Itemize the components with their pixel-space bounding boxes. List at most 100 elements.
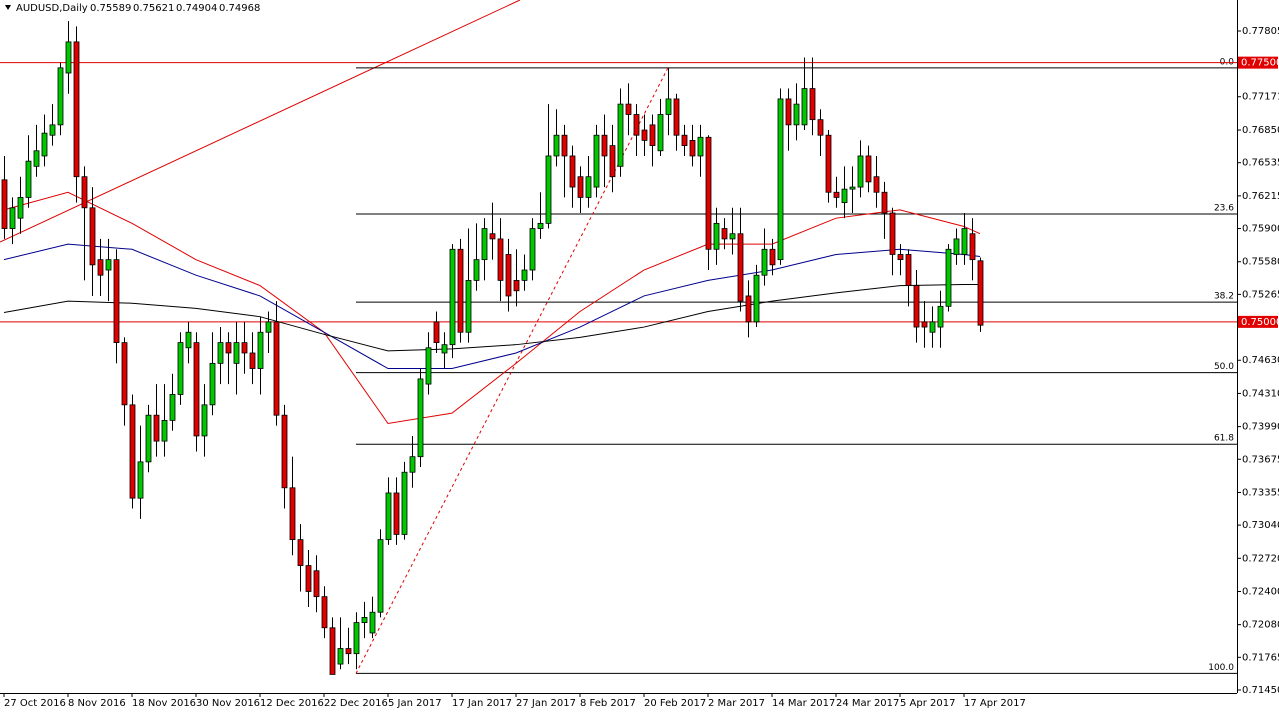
candle-body [81, 176, 88, 209]
candle-body [89, 207, 96, 266]
candle-body [721, 228, 728, 240]
candle-body [9, 207, 16, 229]
quote-value: 0.75589 [90, 3, 131, 14]
candle-body [97, 259, 104, 276]
candle-body [641, 129, 648, 141]
candle-body [377, 539, 384, 613]
x-tick-label: 14 Mar 2017 [772, 698, 835, 709]
fib-label: 38.2 [1214, 292, 1234, 302]
candle-body [241, 342, 248, 354]
candle-body [57, 67, 64, 126]
candle-body [249, 352, 256, 369]
symbol-title: AUDUSD,Daily [16, 3, 88, 14]
menu-icon[interactable] [5, 5, 11, 10]
y-tick-label: 0.73675 [1242, 454, 1279, 465]
candle-body [785, 98, 792, 126]
candle-body [969, 233, 976, 261]
candle-body [417, 378, 424, 458]
price-line-label: 0.77500 [1241, 58, 1279, 69]
candle-body [713, 222, 720, 250]
candle-body [657, 114, 664, 152]
candle-body [689, 140, 696, 157]
candle-body [65, 41, 72, 74]
candle-body [777, 98, 784, 261]
candle-body [489, 233, 496, 240]
candle-body [593, 134, 600, 188]
candle-body [817, 119, 824, 136]
x-tick-label: 20 Feb 2017 [644, 698, 706, 709]
x-tick-label: 5 Jan 2017 [388, 698, 442, 709]
candle-body [673, 98, 680, 136]
x-tick-label: 24 Mar 2017 [836, 698, 899, 709]
candle-body [169, 394, 176, 421]
price-line-tag [1238, 315, 1278, 328]
y-tick-label: 0.73355 [1242, 487, 1279, 498]
candle-body [737, 233, 744, 302]
y-tick-label: 0.77805 [1242, 26, 1279, 37]
candle-body [313, 570, 320, 598]
candle-body [329, 627, 336, 675]
candle-body [513, 279, 520, 292]
y-tick-label: 0.76215 [1242, 191, 1279, 202]
y-tick-label: 0.75265 [1242, 289, 1279, 300]
candle-body [265, 321, 272, 333]
candle-body [745, 295, 752, 323]
candle-body [409, 456, 416, 473]
candle-body [793, 103, 800, 126]
candle-body [457, 248, 464, 333]
candle-body [857, 155, 864, 188]
candle-body [697, 136, 704, 157]
candle-body [705, 136, 712, 250]
candle-body [105, 259, 112, 271]
moving-average [3, 191, 981, 425]
price-line-tag [1238, 56, 1278, 69]
quote-value: 0.74968 [219, 3, 260, 14]
y-tick-label: 0.76535 [1242, 158, 1279, 169]
x-tick-label: 22 Dec 2016 [324, 698, 388, 709]
candle-body [393, 492, 400, 535]
candle-body [401, 471, 408, 535]
candle-body [553, 134, 560, 157]
candle-body [1, 179, 8, 229]
fib-label: 61.8 [1214, 434, 1234, 444]
x-tick-label: 18 Nov 2016 [132, 698, 196, 709]
candle-body [809, 88, 816, 121]
candle-body [585, 176, 592, 198]
candle-body [833, 191, 840, 198]
x-tick-label: 5 Apr 2017 [900, 698, 955, 709]
candle-body [73, 41, 80, 178]
candle-body [121, 342, 128, 406]
candle-body [865, 155, 872, 183]
candle-body [881, 191, 888, 214]
candle-body [385, 492, 392, 541]
candle-body [953, 238, 960, 255]
candle-body [25, 160, 32, 198]
candle-body [33, 150, 40, 167]
candle-body [729, 233, 736, 240]
candle-body [665, 98, 672, 115]
x-tick-label: 27 Jan 2017 [516, 698, 576, 709]
x-tick-label: 17 Apr 2017 [964, 698, 1026, 709]
candle-body [545, 155, 552, 224]
candle-body [569, 155, 576, 188]
candle-body [913, 285, 920, 328]
candle-body [257, 331, 264, 369]
candle-body [977, 260, 984, 326]
x-tick-label: 17 Jan 2017 [452, 698, 512, 709]
candle-body [49, 124, 56, 136]
candle-body [185, 331, 192, 349]
candle-body [529, 228, 536, 271]
candle-body [505, 254, 512, 297]
candle-body [177, 342, 184, 395]
candle-body [761, 248, 768, 276]
y-tick-label: 0.71765 [1242, 652, 1279, 663]
x-tick-label: 8 Feb 2017 [580, 698, 636, 709]
candle-body [577, 176, 584, 198]
